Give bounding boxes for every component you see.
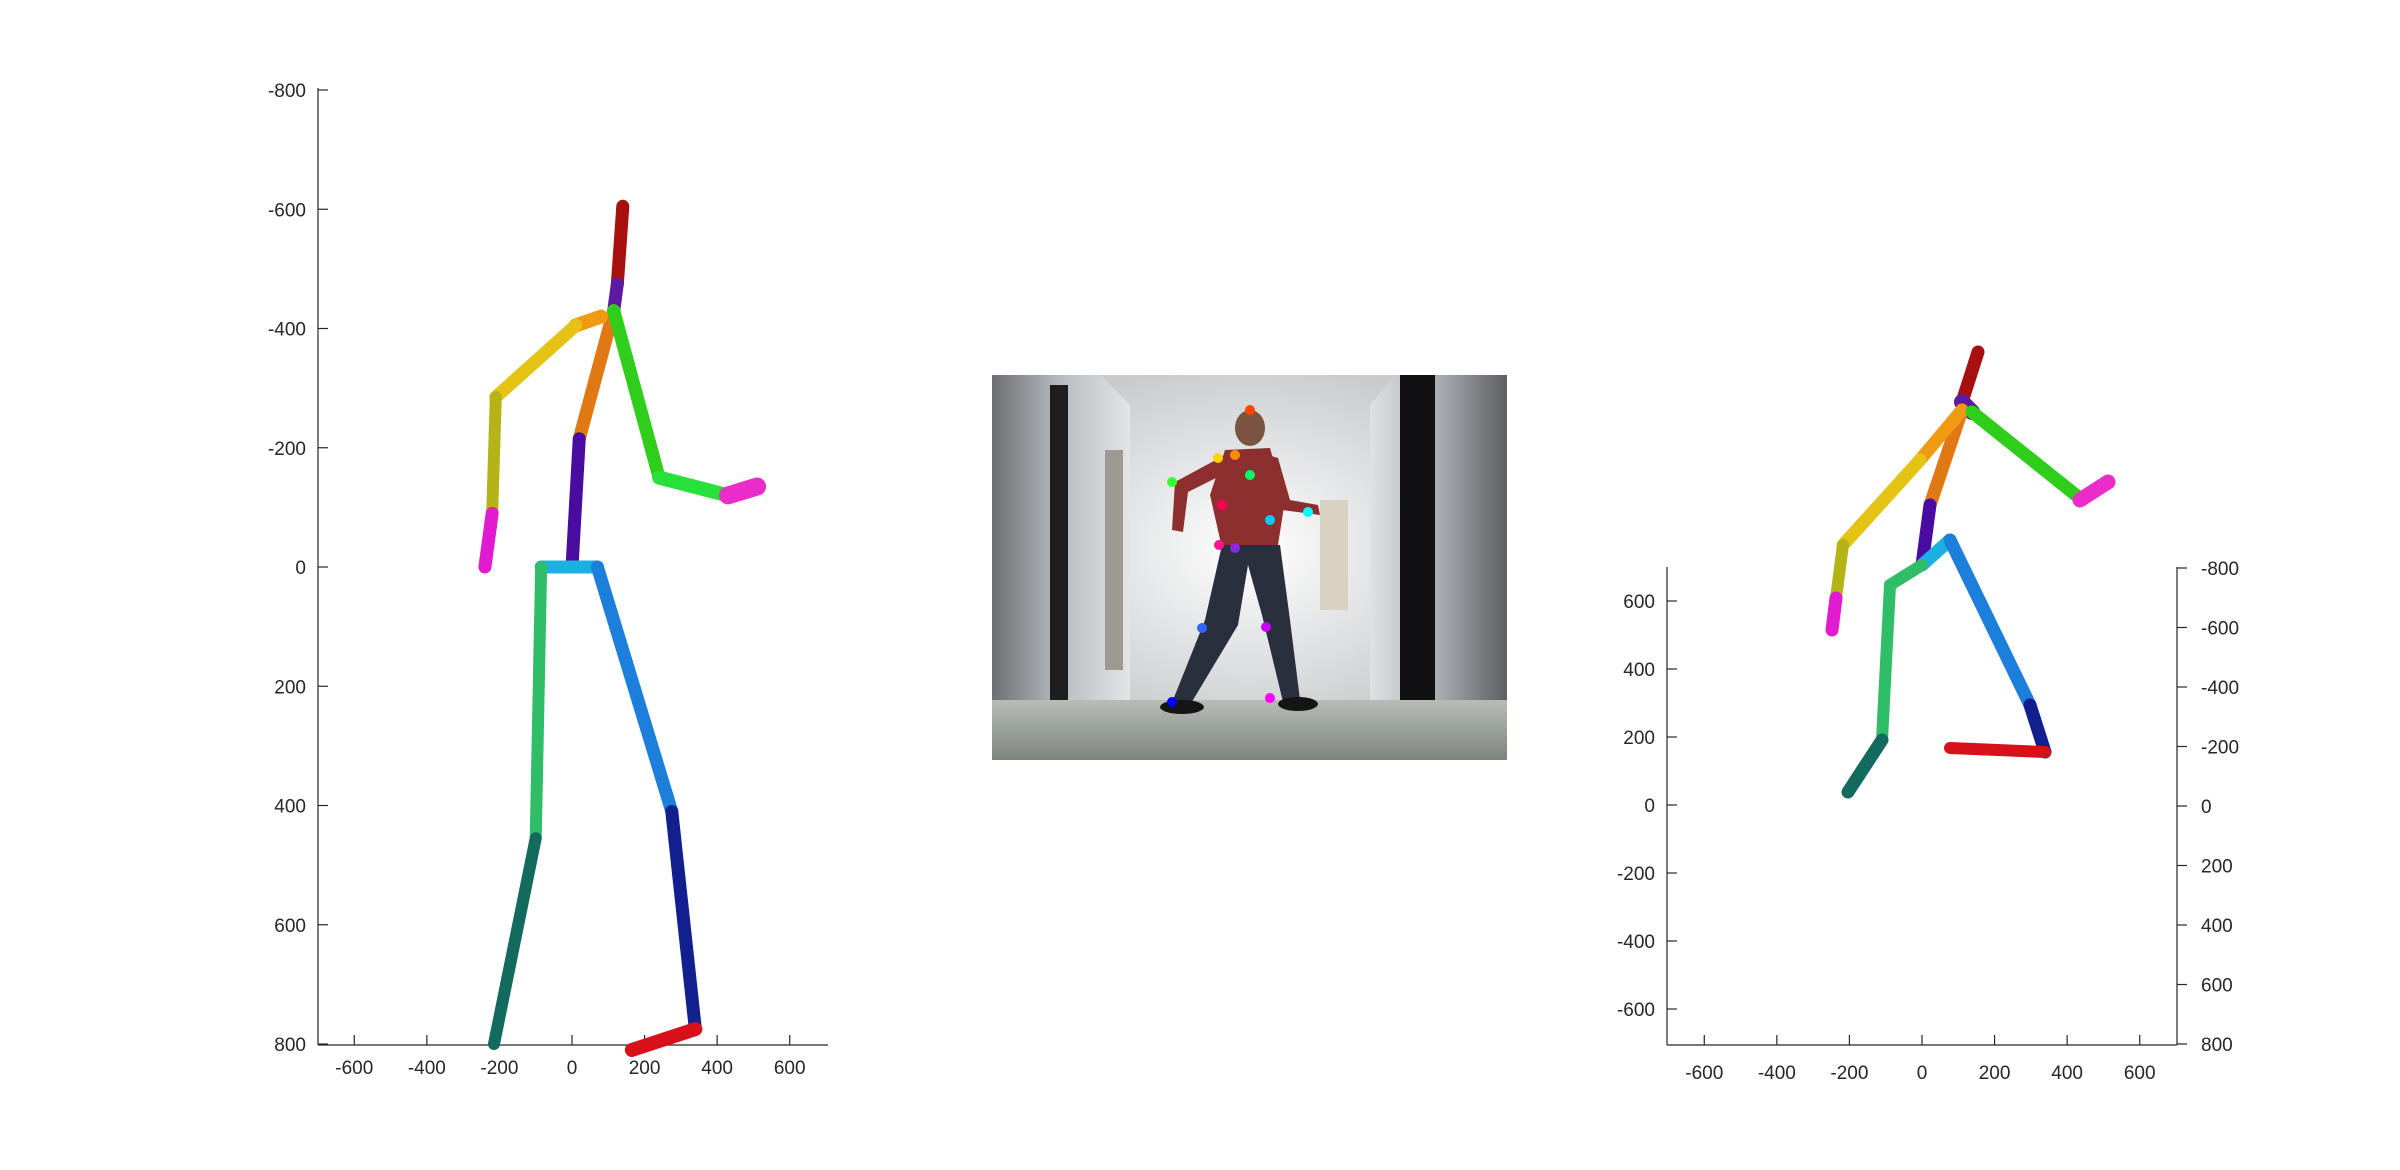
photo-keypoint (1197, 623, 1207, 633)
right-shin-limb (665, 804, 702, 1036)
photo-floor (992, 700, 1507, 760)
left-y-tick-label: 600 (274, 916, 306, 937)
photo-keypoint (1213, 453, 1223, 463)
right-axes: 600 400 200 0 -200 -400 -600 -800 -600 -400 -200 0 2… (1617, 559, 2239, 1084)
left-skeleton (478, 199, 767, 1057)
right-x-tick-label: -200 (1830, 1063, 1868, 1084)
photo-person (1160, 410, 1320, 714)
left-pose-panel: -800 -600 -400 -200 0 200 400 600 800 -600 -400 -20… (268, 81, 828, 1079)
right-hand-limb (2072, 474, 2116, 508)
right-left-tick-label: 600 (1623, 592, 1655, 613)
left-upper-arm-limb (489, 319, 583, 404)
right-right-tick-label: 800 (2201, 1035, 2233, 1056)
photo-keypoint (1245, 405, 1255, 415)
photo-keypoint (1167, 477, 1177, 487)
right-hand-limb (719, 477, 767, 505)
left-shin-limb (487, 832, 542, 1050)
right-x-tick-label: 0 (1917, 1063, 1928, 1084)
left-hand-limb (478, 506, 499, 574)
right-right-tick-label: 200 (2201, 857, 2233, 878)
right-upper-arm-limb (1965, 405, 2089, 507)
left-x-tick-label: 400 (701, 1058, 733, 1079)
left-x-tick-label: 200 (629, 1058, 661, 1079)
left-y-tick-label: -800 (268, 81, 306, 102)
right-right-tick-label: -400 (2201, 678, 2239, 699)
photo-right-doorframe (1400, 375, 1435, 730)
right-pose-panel: 600 400 200 0 -200 -400 -600 -800 -600 -400 -200 0 2… (1617, 345, 2239, 1084)
photo-keypoint (1265, 693, 1275, 703)
left-y-tick-label: 400 (274, 797, 306, 818)
photo-keypoint (1303, 507, 1313, 517)
left-x-tick-label: -200 (480, 1058, 518, 1079)
left-x-tick-label: -600 (335, 1058, 373, 1079)
photo-left-doorframe (1050, 385, 1068, 725)
left-forearm-limb (486, 391, 502, 520)
right-left-tick-label: 400 (1623, 660, 1655, 681)
right-x-tick-label: -400 (1758, 1063, 1796, 1084)
input-photo (992, 375, 1507, 760)
left-y-tick-label: 0 (295, 558, 306, 579)
left-forearm-limb (1830, 539, 1849, 604)
left-hand-limb (1825, 591, 1843, 637)
right-right-tick-label: -200 (2201, 738, 2239, 759)
right-right-tick-label: -600 (2201, 619, 2239, 640)
right-x-tick-label: -600 (1685, 1063, 1723, 1084)
right-shin-limb (2023, 698, 2052, 759)
photo-keypoint (1261, 622, 1271, 632)
right-x-tick-label: 200 (1979, 1063, 2011, 1084)
right-thigh-limb (590, 560, 679, 818)
spine-limb (565, 432, 586, 574)
left-upper-arm-limb (1836, 453, 1927, 552)
right-x-tick-label: 400 (2051, 1063, 2083, 1084)
left-x-tick-label: 600 (774, 1058, 806, 1079)
left-y-tick-label: -600 (268, 200, 306, 221)
photo-left-door (1105, 450, 1123, 670)
photo-keypoint (1265, 515, 1275, 525)
right-forearm-limb (652, 470, 736, 503)
photo-keypoints (1167, 405, 1313, 707)
photo-keypoint (1217, 500, 1227, 510)
right-right-tick-label: 400 (2201, 916, 2233, 937)
right-left-tick-label: -400 (1617, 932, 1655, 953)
right-left-tick-label: -600 (1617, 1000, 1655, 1021)
photo-keypoint (1230, 450, 1240, 460)
left-y-tick-label: 200 (274, 677, 306, 698)
left-x-tick-label: -400 (408, 1058, 446, 1079)
left-y-tick-label: -200 (268, 439, 306, 460)
left-thigh-limb (529, 561, 548, 845)
left-y-tick-label: 800 (274, 1035, 306, 1056)
right-foot-limb (1944, 742, 2051, 758)
left-shin-upper-limb (1876, 579, 1896, 746)
right-skeleton (1825, 345, 2116, 799)
right-right-tick-label: 600 (2201, 976, 2233, 997)
left-clavicle-limb (1913, 403, 1969, 467)
photo-keypoint (1167, 697, 1177, 707)
head-limb (1955, 345, 1985, 409)
head-limb (610, 199, 630, 291)
right-thigh-limb (1943, 533, 2037, 712)
right-left-tick-label: 0 (1644, 796, 1655, 817)
torso-upper-limb (572, 304, 621, 446)
left-x-tick-label: 0 (567, 1058, 578, 1079)
right-right-tick-label: 0 (2201, 797, 2212, 818)
right-upper-arm-limb (607, 304, 666, 485)
right-x-tick-label: 600 (2124, 1063, 2156, 1084)
left-shin-limb (1841, 733, 1889, 799)
photo-door-sign (1320, 500, 1348, 610)
right-left-tick-label: -200 (1617, 864, 1655, 885)
photo-keypoint (1214, 540, 1224, 550)
spine-limb (1915, 498, 1937, 572)
left-axes: -800 -600 -400 -200 0 200 400 600 800 -600 -400 -20… (268, 81, 828, 1079)
right-right-tick-label: -800 (2201, 559, 2239, 580)
left-thigh-limb (1884, 559, 1928, 591)
photo-keypoint (1230, 543, 1240, 553)
left-y-tick-label: -400 (268, 320, 306, 341)
photo-keypoint (1245, 470, 1255, 480)
right-left-tick-label: 200 (1623, 728, 1655, 749)
right-foot-limb (624, 1022, 703, 1057)
